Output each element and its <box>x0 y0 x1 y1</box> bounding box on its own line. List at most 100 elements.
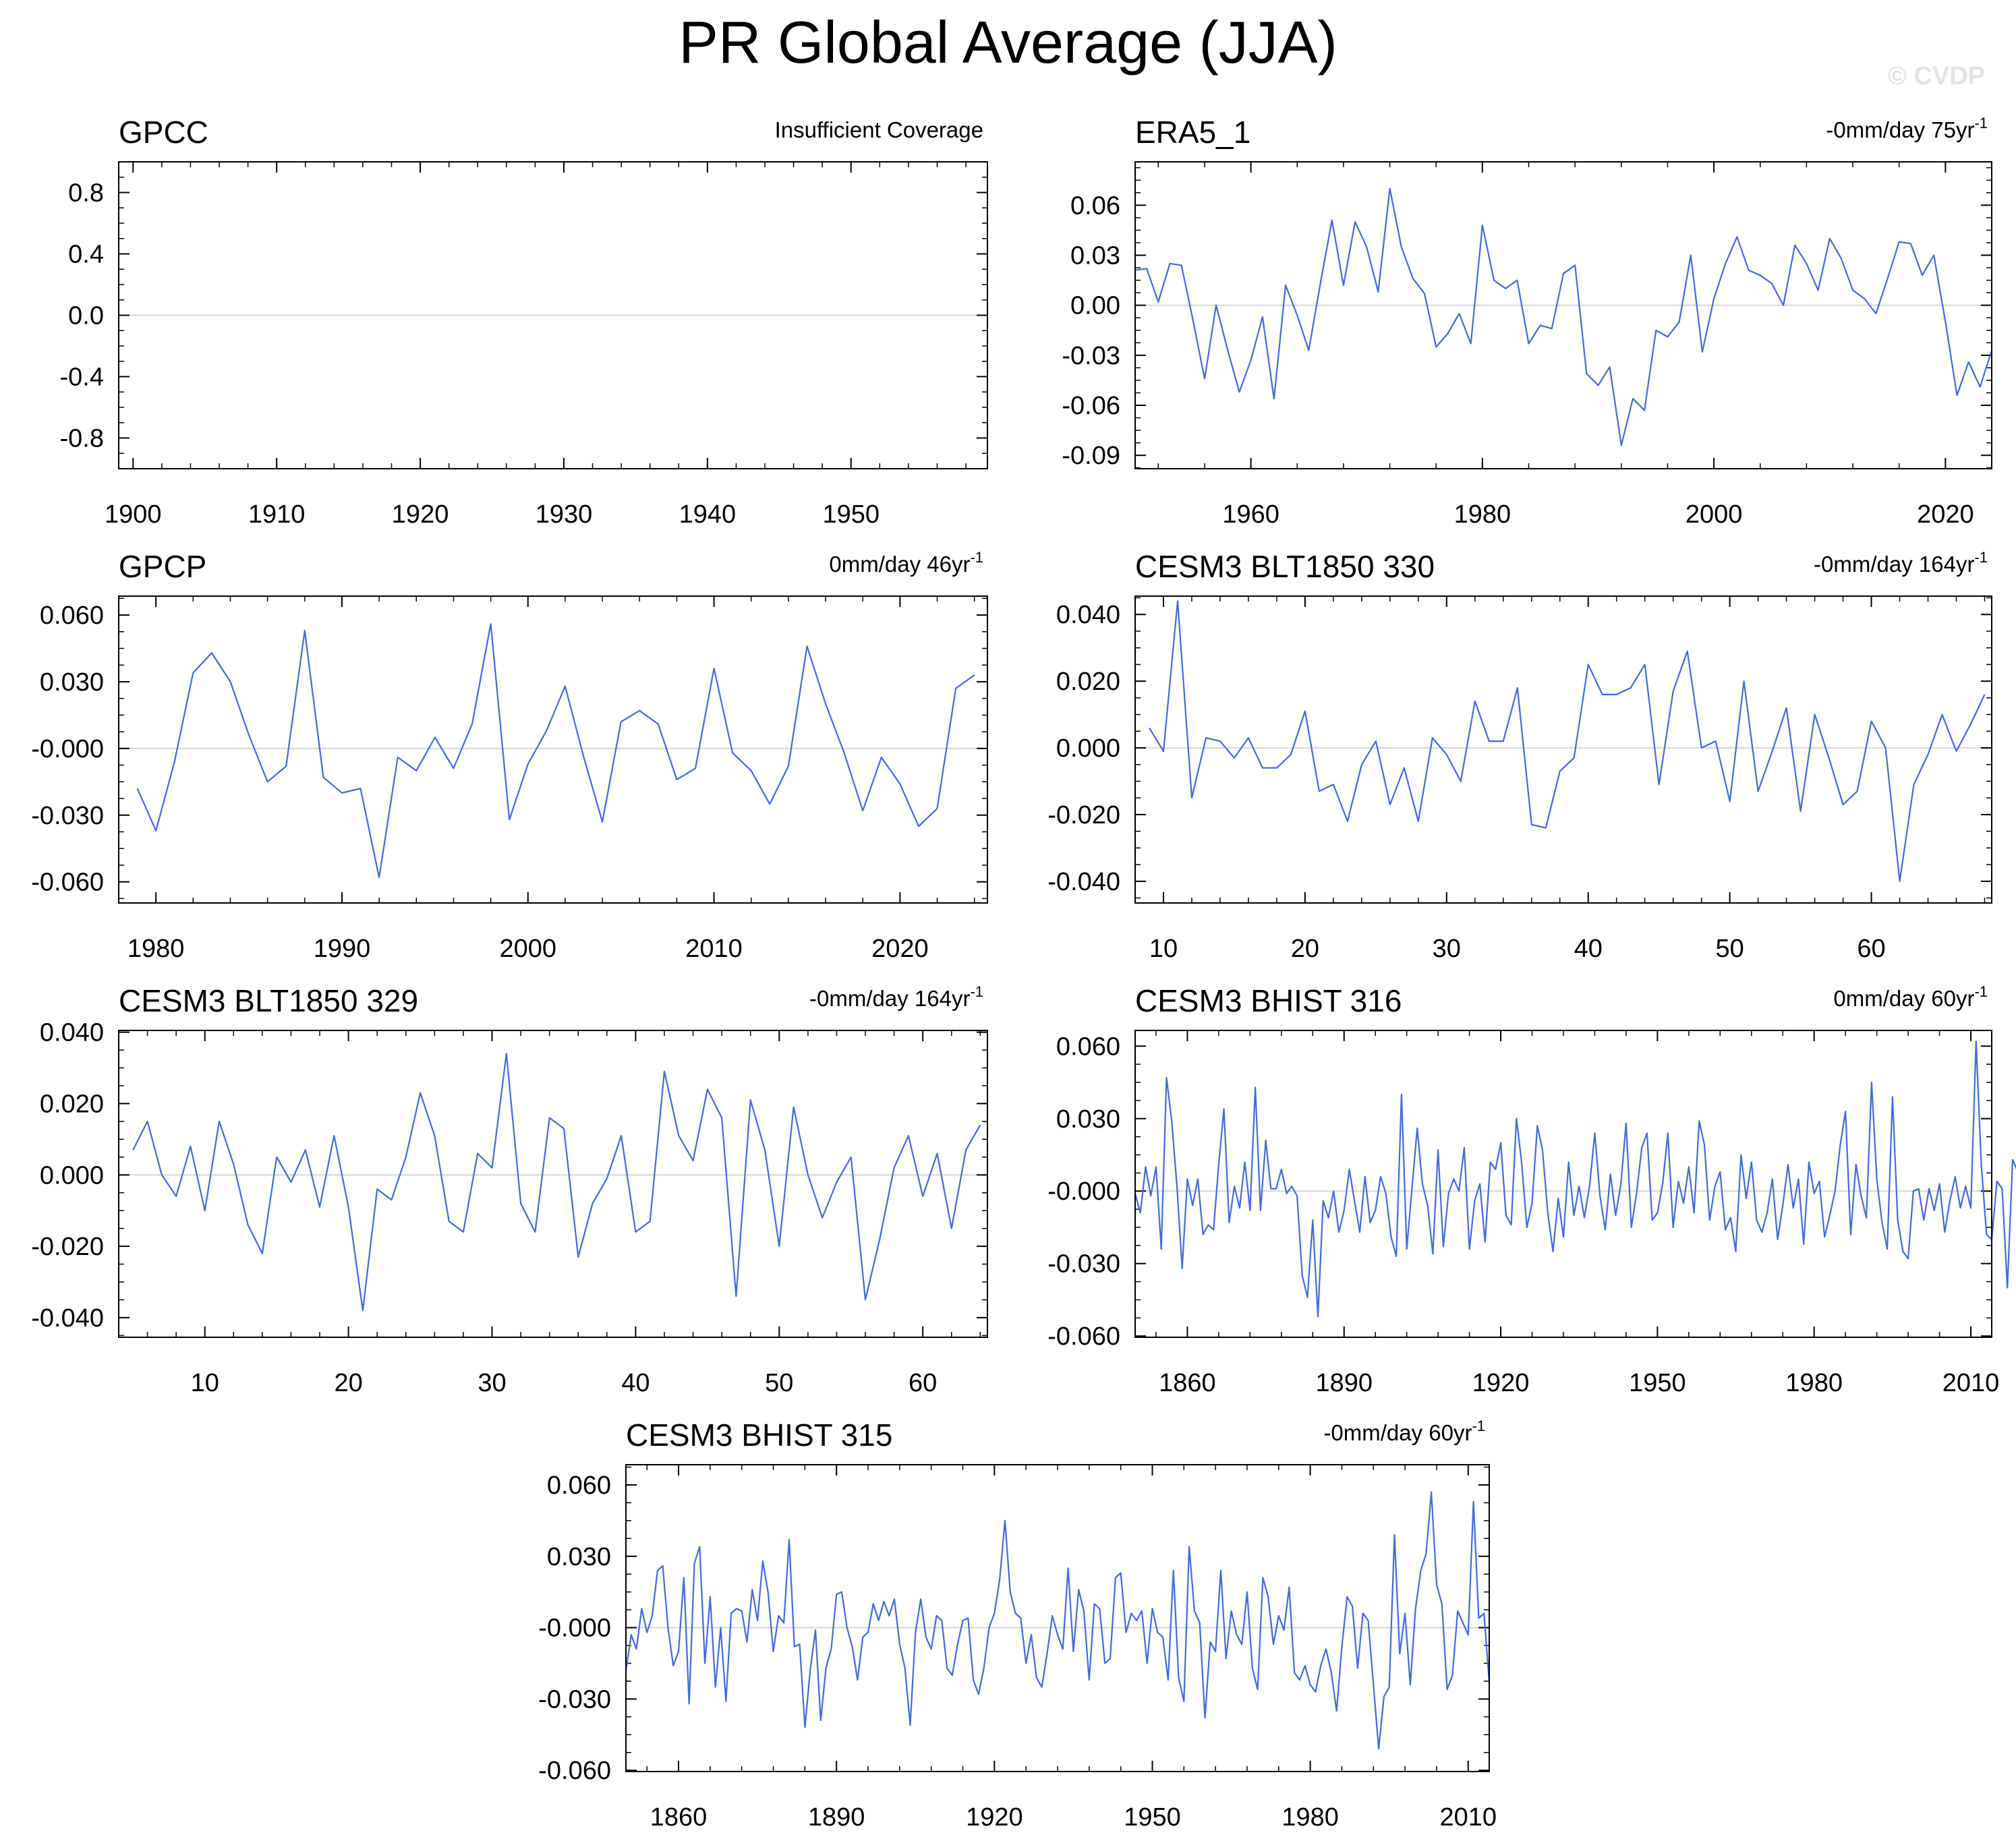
y-tick-label: -0.000 <box>538 1614 611 1643</box>
chart-panel: 0.8 0.4 0.0 -0.4 -0.8 1900 1910 1920 1930 1940 195… <box>60 115 988 529</box>
y-tick-label: 0.4 <box>68 241 104 269</box>
chart-subtitle-superscript: -1 <box>1472 1418 1485 1434</box>
y-tick-label: -0.060 <box>1047 1322 1120 1351</box>
chart-subtitle: -0mm/day 75yr-1 <box>1826 115 1988 142</box>
x-tick-label: 2020 <box>1917 500 1974 529</box>
x-tick-label: 50 <box>765 1369 793 1397</box>
y-tick-label: 0.020 <box>40 1090 104 1118</box>
y-tick-label: -0.000 <box>31 735 104 763</box>
chart-subtitle-superscript: -1 <box>1974 115 1988 132</box>
y-tick-label: 0.020 <box>1056 668 1120 696</box>
y-tick-label: 0.060 <box>1056 1032 1120 1061</box>
plot-frame <box>1134 1030 1992 1338</box>
x-tick-label: 1860 <box>1159 1369 1216 1397</box>
y-tick-label: 0.000 <box>40 1161 104 1190</box>
x-tick-label: 1980 <box>127 935 185 963</box>
x-tick-label: 60 <box>909 1369 937 1397</box>
series-line <box>625 1491 1491 1750</box>
y-tick-label: 0.030 <box>1056 1105 1120 1134</box>
y-tick-label: -0.09 <box>1062 442 1120 470</box>
chart-title: GPCC <box>119 115 208 150</box>
x-tick-label: 60 <box>1857 935 1885 963</box>
chart-subtitle-superscript: -1 <box>1974 549 1988 566</box>
y-tick-label: -0.03 <box>1062 342 1120 370</box>
chart-panel: 0.040 0.020 0.000 -0.020 -0.040 10 20 30 40 50 60 C… <box>31 983 988 1397</box>
x-tick-label: 20 <box>334 1369 362 1397</box>
chart-panel: 0.040 0.020 0.000 -0.020 -0.040 10 20 30 40 50 60 C… <box>1047 549 1992 963</box>
chart-panel: 0.060 0.030 -0.000 -0.030 -0.060 1860 1890 1920… <box>1047 983 2016 1397</box>
x-tick-label: 2010 <box>1942 1369 2000 1397</box>
x-tick-label: 1980 <box>1785 1369 1843 1397</box>
chart-subtitle-superscript: -1 <box>970 983 983 1000</box>
chart-title: CESM3 BHIST 315 <box>626 1418 892 1453</box>
x-tick-label: 1980 <box>1454 500 1511 529</box>
x-tick-label: 30 <box>478 1369 506 1397</box>
chart-subtitle: -0mm/day 60yr-1 <box>1323 1418 1485 1445</box>
chart-subtitle: -0mm/day 164yr-1 <box>809 983 983 1011</box>
x-tick-label: 30 <box>1433 935 1461 963</box>
y-tick-label: -0.060 <box>538 1757 611 1785</box>
chart-title: GPCP <box>119 549 206 584</box>
chart-subtitle: Insufficient Coverage <box>775 117 983 142</box>
x-tick-label: 1930 <box>536 500 593 529</box>
y-tick-label: 0.00 <box>1070 292 1120 320</box>
x-tick-label: 1860 <box>650 1803 708 1832</box>
chart-panel: 0.060 0.030 -0.000 -0.030 -0.060 1860 1890 1920… <box>538 1418 1497 1832</box>
x-tick-label: 1940 <box>679 500 737 529</box>
plot-frame <box>118 1030 988 1338</box>
y-tick-label: -0.060 <box>31 869 104 897</box>
x-tick-label: 2000 <box>499 935 556 963</box>
series-line <box>1149 600 1986 883</box>
chart-title: CESM3 BLT1850 329 <box>119 983 418 1018</box>
chart-subtitle: -0mm/day 164yr-1 <box>1814 549 1988 577</box>
plot-frame <box>118 595 988 904</box>
series-line <box>132 1053 981 1312</box>
y-tick-label: 0.03 <box>1070 241 1120 270</box>
y-tick-label: 0.040 <box>1056 601 1120 629</box>
x-tick-label: 2020 <box>871 935 929 963</box>
x-tick-label: 1960 <box>1222 500 1279 529</box>
x-tick-label: 1990 <box>314 935 371 963</box>
x-tick-label: 40 <box>1574 935 1603 963</box>
y-tick-label: -0.000 <box>1047 1177 1120 1206</box>
x-tick-label: 1950 <box>822 500 880 529</box>
x-tick-label: 1890 <box>808 1803 865 1832</box>
series-line <box>136 623 975 879</box>
plot-frame <box>1134 161 1992 469</box>
chart-subtitle: 0mm/day 46yr-1 <box>829 549 983 577</box>
y-tick-label: 0.030 <box>40 668 104 697</box>
y-tick-label: 0.060 <box>547 1471 611 1500</box>
x-tick-label: 1950 <box>1124 1803 1181 1832</box>
y-tick-label: 0.8 <box>68 179 104 208</box>
x-tick-label: 1980 <box>1281 1803 1339 1832</box>
x-tick-label: 40 <box>621 1369 650 1397</box>
x-tick-label: 2000 <box>1686 500 1743 529</box>
y-tick-label: -0.040 <box>31 1304 104 1333</box>
y-tick-label: -0.040 <box>1047 868 1120 896</box>
y-tick-label: -0.020 <box>1047 801 1120 829</box>
x-tick-label: 50 <box>1716 935 1744 963</box>
chart-panel: 0.06 0.03 0.00 -0.03 -0.06 -0.09 1960 1980 2000 2… <box>1062 115 1993 529</box>
chart-subtitle-superscript: -1 <box>970 549 983 566</box>
plot-frame <box>1134 595 1992 904</box>
x-tick-label: 10 <box>1149 935 1178 963</box>
y-tick-label: 0.000 <box>1056 734 1120 763</box>
y-tick-label: 0.040 <box>40 1019 104 1047</box>
x-tick-label: 2010 <box>1440 1803 1497 1832</box>
chart-subtitle-superscript: -1 <box>1974 983 1988 1000</box>
x-tick-label: 1910 <box>248 500 306 529</box>
chart-subtitle: 0mm/day 60yr-1 <box>1833 983 1988 1011</box>
y-tick-label: -0.030 <box>31 802 104 830</box>
x-tick-label: 1920 <box>1472 1369 1530 1397</box>
plot-frame <box>118 161 988 469</box>
series-line <box>1134 187 1993 446</box>
x-tick-label: 1920 <box>392 500 449 529</box>
x-tick-label: 10 <box>191 1369 219 1397</box>
x-tick-label: 1920 <box>966 1803 1023 1832</box>
y-tick-label: 0.060 <box>40 602 104 630</box>
y-tick-label: 0.0 <box>68 302 104 330</box>
y-tick-label: -0.030 <box>1047 1250 1120 1279</box>
watermark: © CVDP <box>1887 62 1985 90</box>
